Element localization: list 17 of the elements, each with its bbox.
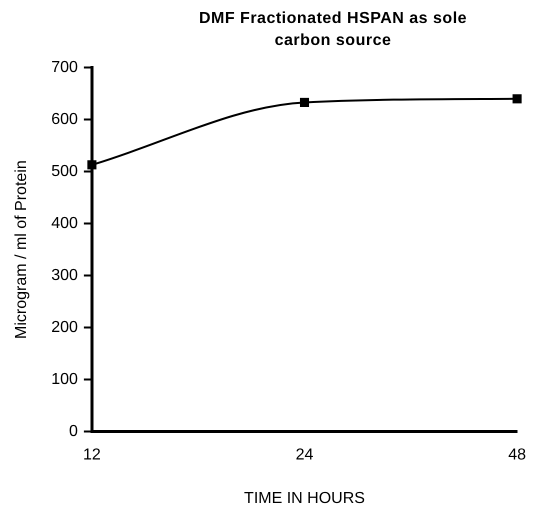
x-tick-label: 48 (508, 446, 526, 464)
y-tick-label: 700 (51, 59, 78, 76)
y-tick-label: 400 (51, 215, 78, 232)
y-tick-label: 500 (51, 163, 78, 180)
y-tick-label: 0 (68, 423, 78, 440)
y-tick-label: 300 (51, 267, 78, 284)
y-tick-label: 100 (51, 371, 78, 388)
y-axis-title: Microgram / ml of Protein (13, 160, 30, 339)
x-tick-label: 12 (82, 446, 101, 464)
x-tick-label: 24 (296, 446, 314, 464)
y-tick-label: 600 (51, 111, 78, 128)
point (512, 94, 522, 104)
point (87, 160, 96, 170)
chart-title: DMF Fractionated HSPAN as sole carbon source (198, 9, 468, 51)
point (300, 98, 310, 107)
y-tick-label: 200 (51, 319, 78, 336)
x-axis-title: TIME IN HOURS (244, 490, 365, 507)
